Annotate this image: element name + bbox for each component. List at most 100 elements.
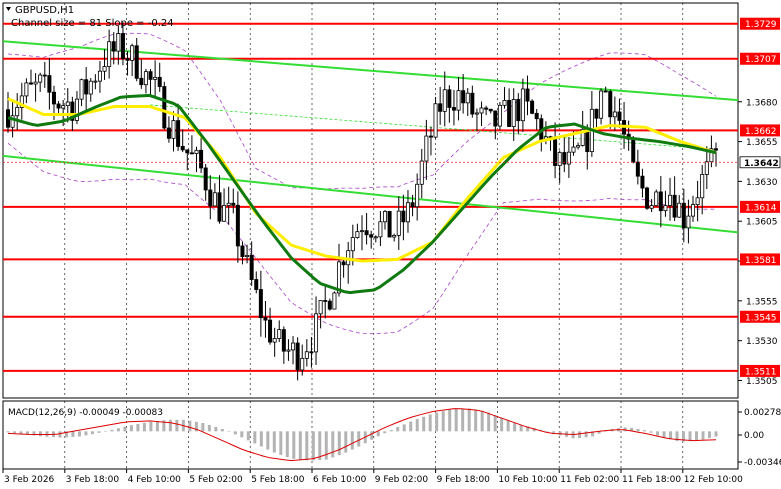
candlestick-series: [6, 22, 719, 381]
macd-histogram-bar: [253, 431, 257, 444]
macd-histogram-bar: [58, 431, 62, 438]
macd-histogram-bar: [591, 431, 595, 437]
macd-histogram-bar: [584, 431, 588, 438]
candle-body: [10, 115, 15, 128]
macd-histogram-bar: [71, 431, 75, 437]
macd-histogram-bar: [402, 424, 406, 432]
candle-body: [438, 103, 443, 112]
macd-subwindow[interactable]: MACD(12,26,9) -0.00049 -0.00083 0.00278 …: [2, 400, 781, 470]
candle-body: [369, 234, 374, 238]
macd-histogram-bar: [708, 431, 712, 439]
macd-histogram-bar: [279, 431, 283, 455]
macd-histogram-bar: [318, 431, 322, 460]
candle-body: [378, 221, 383, 238]
price-tick-label: 1.3655: [746, 138, 778, 148]
price-axis-ticks: 1.35051.35301.35551.36051.36301.36551.36…: [738, 98, 778, 387]
candle-body: [640, 175, 645, 189]
macd-vertical-gridlines: [64, 401, 684, 469]
candle-body: [507, 100, 512, 127]
macd-histogram-bar: [142, 422, 146, 432]
macd-histogram-bar: [597, 431, 601, 434]
channel-info: Channel size = 81 Slope = -0.24: [11, 18, 174, 29]
level-tag: [740, 253, 780, 266]
macd-histogram-bar: [246, 431, 250, 441]
candle-body: [84, 79, 89, 95]
candle-body: [405, 202, 410, 223]
channel-midline: [149, 104, 716, 150]
envelope-bands: [7, 32, 717, 335]
macd-histogram-bar: [6, 431, 10, 433]
macd-histogram-bar: [64, 431, 68, 438]
candle-body: [212, 192, 217, 207]
macd-histogram-bar: [155, 421, 159, 432]
macd-histogram-bar: [324, 431, 328, 460]
candle-body: [410, 202, 415, 208]
main-plot-frame: [2, 2, 739, 399]
macd-histogram-bar: [240, 431, 244, 438]
macd-histogram-bar: [168, 419, 172, 432]
candle-body: [33, 81, 38, 85]
macd-histogram-bar: [422, 416, 426, 432]
candle-body: [15, 107, 20, 117]
candle-body: [120, 33, 125, 59]
candle-body: [341, 261, 346, 266]
macd-histogram-bar: [311, 431, 315, 461]
candle-body: [166, 127, 171, 139]
level-tag-label: 1.3729: [745, 20, 777, 30]
macd-histogram-bar: [474, 409, 478, 432]
macd-axis: 0.00278 0.00 -0.00346: [738, 408, 781, 468]
candle-body: [580, 128, 585, 146]
macd-histogram-bar: [370, 431, 374, 440]
candle-body: [199, 149, 204, 169]
candle-body: [254, 279, 259, 290]
price-tick-label: 1.3630: [746, 178, 778, 188]
level-tag-label: 1.3662: [745, 127, 777, 137]
price-axis[interactable]: 1.35051.35301.35551.36051.36301.36551.36…: [738, 17, 781, 387]
candle-body: [387, 211, 392, 238]
time-label: 9 Feb 02:00: [375, 475, 429, 485]
macd-histogram-bar: [675, 431, 679, 441]
current-price-tag-box: [739, 156, 781, 169]
candle-body: [70, 101, 75, 121]
candle-body: [258, 289, 263, 319]
macd-histogram-bar: [136, 423, 140, 432]
macd-histogram-bar: [188, 420, 192, 432]
candle-body: [695, 197, 700, 206]
macd-signal-line: [7, 408, 717, 462]
candle-body: [645, 187, 650, 209]
candle-body: [594, 108, 599, 119]
candle-body: [332, 292, 337, 310]
time-label: 11 Feb 02:00: [560, 475, 619, 485]
macd-histogram-bar: [454, 409, 458, 432]
candle-body: [447, 89, 452, 108]
candle-body: [263, 317, 268, 321]
collapse-triangle-icon[interactable]: [6, 7, 11, 11]
candle-body: [525, 88, 530, 102]
macd-histogram-bar: [298, 431, 302, 460]
candle-body: [286, 349, 291, 352]
time-label: 9 Feb 18:00: [437, 475, 491, 485]
candle-body: [56, 103, 61, 109]
macd-histogram-bar: [435, 412, 439, 432]
candle-body: [291, 342, 296, 351]
candle-body: [139, 77, 144, 86]
macd-histogram-bar: [649, 431, 653, 433]
candle-body: [28, 82, 33, 85]
candle-body: [428, 135, 433, 138]
candle-body: [709, 148, 714, 163]
candle-body: [470, 92, 475, 115]
candle-body: [511, 99, 516, 127]
candle-body: [479, 107, 484, 114]
candle-body: [226, 202, 231, 206]
candle-body: [235, 204, 240, 247]
candle-body: [534, 112, 539, 120]
macd-histogram-bar: [415, 419, 419, 432]
main-plot[interactable]: [2, 2, 739, 399]
macd-histogram-bar: [714, 431, 718, 437]
time-label: 3 Feb 2026: [4, 475, 55, 485]
candle-body: [176, 120, 181, 147]
macd-histogram-bar: [194, 421, 198, 432]
candle-body: [231, 202, 236, 206]
candle-body: [474, 112, 479, 115]
